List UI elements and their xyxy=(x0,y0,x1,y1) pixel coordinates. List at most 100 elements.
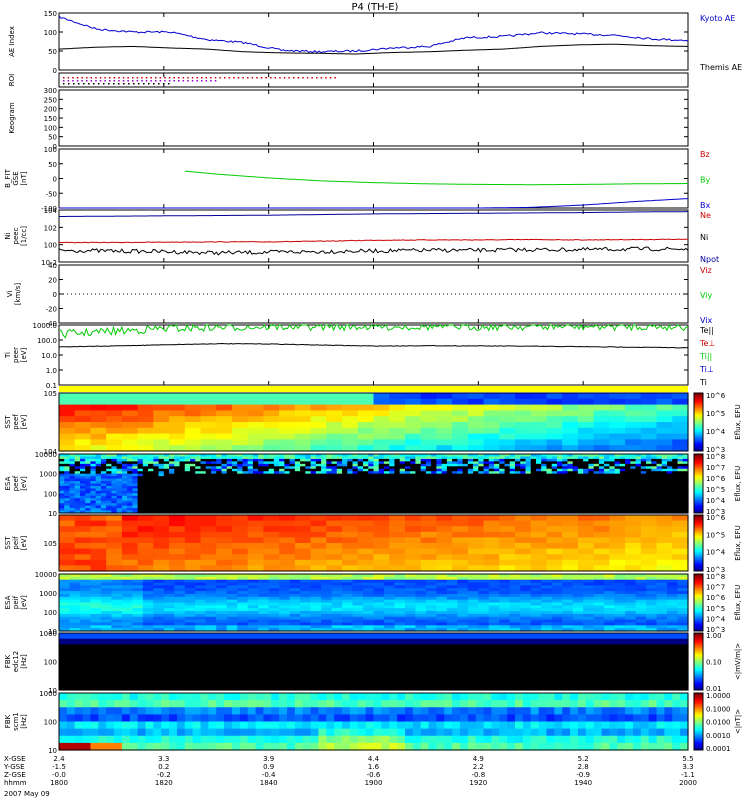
spectro-cell xyxy=(289,503,296,507)
spectro-cell xyxy=(499,410,516,417)
spectro-cell xyxy=(142,485,149,490)
spectro-cell xyxy=(619,481,626,485)
spectro-cell xyxy=(404,613,417,618)
roi-point xyxy=(95,77,97,79)
spectro-cell xyxy=(132,471,139,475)
spectro-cell xyxy=(195,483,202,487)
spectro-cell xyxy=(494,488,500,492)
spectro-cell xyxy=(452,468,458,472)
spectro-cell xyxy=(305,483,312,487)
spectro-cell xyxy=(378,495,385,499)
colorbar-tick-label: 10^5 xyxy=(706,410,725,418)
spectro-cell xyxy=(357,500,364,504)
spectro-cell xyxy=(598,495,605,499)
spectro-cell xyxy=(284,473,291,477)
spectro-cell xyxy=(59,483,65,487)
spectro-cell xyxy=(677,468,684,472)
spectro-cell xyxy=(85,510,92,514)
spectro-cell xyxy=(530,476,537,480)
spectro-cell xyxy=(441,471,448,475)
spectro-cell xyxy=(127,471,133,475)
spectro-cell xyxy=(635,498,642,502)
spectro-cell xyxy=(294,468,301,472)
spectro-cell xyxy=(389,427,406,435)
spectro-cell xyxy=(100,582,113,586)
spectro-cell xyxy=(59,520,76,527)
spectro-cell xyxy=(142,508,149,512)
spectro-cell xyxy=(562,520,579,527)
spectro-cell xyxy=(525,468,532,472)
spectro-cell xyxy=(363,473,369,477)
spectro-cell xyxy=(593,493,600,497)
spectro-cell xyxy=(258,582,270,586)
spectro-cell xyxy=(247,404,265,411)
spectro-cell xyxy=(279,520,296,527)
spectro-cell xyxy=(562,488,569,492)
spectro-cell xyxy=(583,481,590,485)
spectro-cell xyxy=(205,488,212,492)
spectro-cell xyxy=(352,471,359,475)
spectro-cell xyxy=(488,498,495,502)
spectro-cell xyxy=(410,500,417,504)
spectro-cell xyxy=(300,508,306,512)
sst-header-strip xyxy=(59,386,688,392)
spectro-cell xyxy=(640,493,647,497)
spectro-cell xyxy=(420,488,427,492)
y-tick-label: 1000.0 xyxy=(33,322,58,330)
spectro-cell xyxy=(226,605,238,609)
spectro-cell xyxy=(483,456,490,460)
y-tick-label: 0.1 xyxy=(46,382,57,390)
spectro-cell xyxy=(331,582,343,586)
spectro-cell xyxy=(310,548,327,555)
spectro-cell xyxy=(315,473,322,477)
spectro-cell xyxy=(593,510,600,514)
spectro-cell xyxy=(420,520,437,527)
spectro-cell xyxy=(226,588,238,592)
spectro-cell xyxy=(205,579,217,584)
spectro-cell xyxy=(169,537,186,544)
spectro-cell xyxy=(289,463,296,467)
y-tick-label: 100 xyxy=(44,242,57,250)
spectro-cell xyxy=(646,493,652,497)
spectro-cell xyxy=(494,454,500,458)
spectro-cell xyxy=(651,466,658,470)
spectro-cell xyxy=(446,485,453,490)
spectro-cell xyxy=(394,490,401,494)
spectro-cell xyxy=(572,466,579,470)
spectro-cell xyxy=(231,488,238,492)
spectro-cell xyxy=(535,458,542,462)
spectro-cell xyxy=(268,596,280,601)
spectro-cell xyxy=(263,500,270,504)
spectro-cell xyxy=(195,488,202,492)
spectro-cell xyxy=(90,454,97,458)
spectro-cell xyxy=(357,493,364,497)
spectro-cell xyxy=(625,515,642,522)
spectro-cell xyxy=(121,608,133,612)
spectro-cell xyxy=(640,488,647,492)
spectro-cell xyxy=(195,588,207,592)
spectro-cell xyxy=(121,398,139,406)
spectro-cell xyxy=(467,515,485,522)
spectro-cell xyxy=(90,490,97,494)
spectro-cell xyxy=(106,495,113,499)
spectro-cell xyxy=(310,404,327,411)
spectro-cell xyxy=(598,458,605,462)
colorbar-cell xyxy=(694,431,703,435)
roi-point xyxy=(118,77,120,79)
spectro-cell xyxy=(415,591,427,595)
spectro-cell xyxy=(74,478,81,482)
spectro-cell xyxy=(237,483,244,487)
spectro-cell xyxy=(625,488,631,492)
spectro-cell xyxy=(268,576,280,581)
spectro-cell xyxy=(614,473,621,477)
spectro-cell xyxy=(336,488,343,492)
spectro-cell xyxy=(467,503,474,507)
spectro-cell xyxy=(630,503,637,507)
spectro-cell xyxy=(184,543,202,550)
spectro-cell xyxy=(415,602,427,606)
spectro-cell xyxy=(462,488,469,492)
spectro-cell xyxy=(163,602,175,606)
spectro-cell xyxy=(331,500,338,504)
spectro-cell xyxy=(331,473,338,477)
spectro-cell xyxy=(457,505,464,509)
